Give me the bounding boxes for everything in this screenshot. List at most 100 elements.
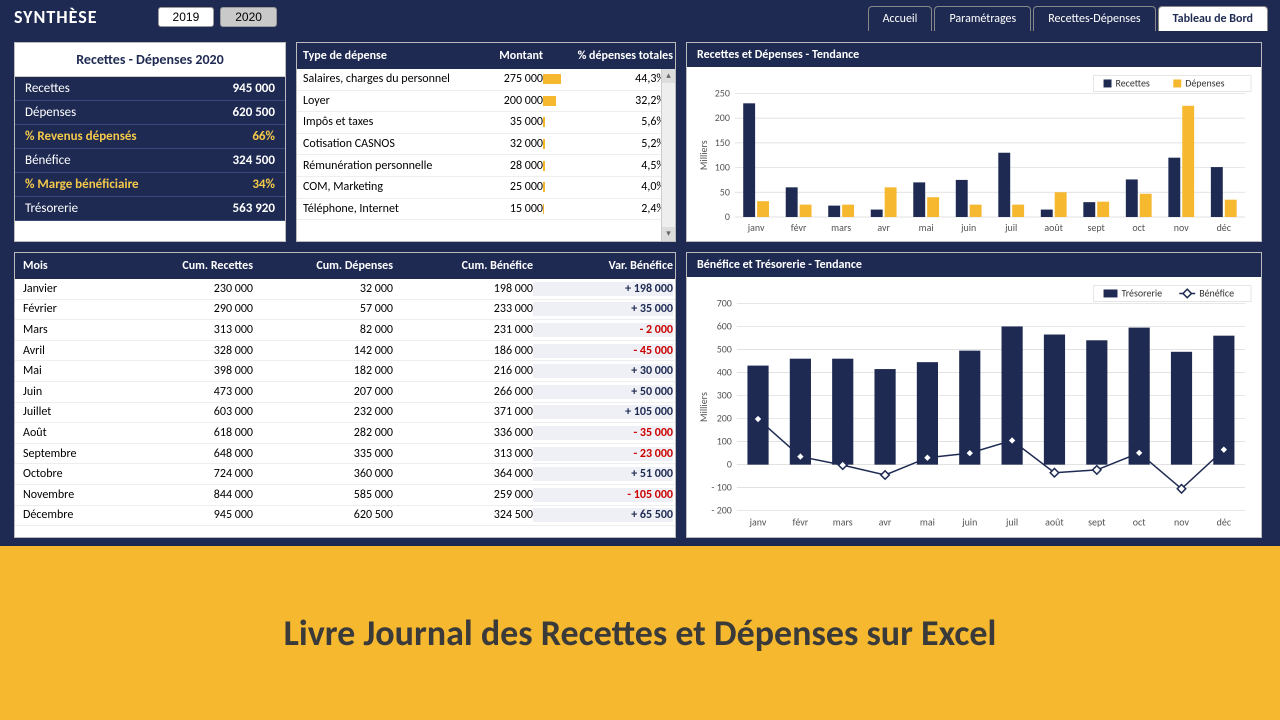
expense-bar-cell [543,160,563,172]
year-btn-2020[interactable]: 2020 [220,7,277,27]
svg-text:50: 50 [720,186,730,198]
svg-text:mars: mars [831,222,851,234]
cell-month: Janvier [23,282,123,296]
svg-text:150: 150 [715,137,730,149]
cell-cum-depenses: 282 000 [253,426,393,440]
scroll-up-icon[interactable]: ▴ [662,69,675,83]
col-type: Type de dépense [303,49,473,63]
summary-row: % Revenus dépensés66% [15,125,285,149]
monthly-row: Mai 398 000 182 000 216 000 + 30 000 [15,361,675,382]
svg-text:100: 100 [717,436,732,448]
summary-value: 66% [252,129,275,144]
col-cum-depenses: Cum. Dépenses [253,259,393,273]
summary-row: Bénéfice324 500 [15,149,285,173]
expense-bar-cell [543,181,563,193]
content-grid: Recettes - Dépenses 2020 Recettes945 000… [0,34,1280,546]
summary-row: Trésorerie 563 920 [15,197,285,221]
cell-cum-recettes: 473 000 [123,385,253,399]
chart-recettes-depenses: Recettes et Dépenses - Tendance 05010015… [686,42,1262,242]
expense-label: Impôs et taxes [303,115,473,129]
cell-cum-depenses: 32 000 [253,282,393,296]
svg-text:mai: mai [919,222,934,234]
expense-bar-cell [543,73,563,85]
expense-breakdown-panel: Type de dépense Montant % dépenses total… [296,42,676,242]
tab-accueil[interactable]: Accueil [868,6,933,31]
col-pct: % dépenses totales [563,49,673,63]
tab-tableau-de-bord[interactable]: Tableau de Bord [1158,6,1268,31]
svg-text:févr: févr [793,517,809,529]
summary-row: % Marge bénéficiaire 34% [15,173,285,197]
expense-amount: 25 000 [473,180,543,194]
svg-text:avr: avr [879,517,892,529]
svg-text:sept: sept [1088,222,1106,234]
monthly-row: Août 618 000 282 000 336 000 - 35 000 [15,423,675,444]
svg-text:500: 500 [717,343,732,355]
svg-text:déc: déc [1217,222,1232,234]
expense-row: COM, Marketing 25 000 4,0% [297,177,675,199]
expense-label: Salaires, charges du personnel [303,72,473,86]
summary-value: 945 000 [233,81,275,96]
svg-text:400: 400 [717,367,732,379]
svg-text:janv: janv [747,222,765,234]
cell-var-benefice: + 65 500 [533,508,673,522]
cell-cum-depenses: 142 000 [253,344,393,358]
cell-cum-benefice: 186 000 [393,344,533,358]
year-selector: 2019 2020 [158,7,277,27]
cell-var-benefice: - 35 000 [533,426,673,440]
summary-label: % Marge bénéficiaire [25,177,139,192]
summary-label: Trésorerie [25,201,78,216]
cell-month: Juillet [23,405,123,419]
expense-scrollbar[interactable]: ▴ ▾ [661,69,675,241]
monthly-row: Novembre 844 000 585 000 259 000 - 105 0… [15,485,675,506]
cell-cum-recettes: 603 000 [123,405,253,419]
svg-text:Bénéfice: Bénéfice [1199,287,1234,299]
svg-text:Trésorerie: Trésorerie [1121,287,1162,299]
summary-value: 563 920 [233,201,275,216]
svg-text:600: 600 [717,320,732,332]
cell-cum-recettes: 618 000 [123,426,253,440]
cell-var-benefice: - 23 000 [533,447,673,461]
svg-text:100: 100 [715,162,730,174]
cell-cum-recettes: 724 000 [123,467,253,481]
expense-pct: 5,2% [563,137,673,151]
cell-cum-recettes: 230 000 [123,282,253,296]
cell-cum-recettes: 290 000 [123,302,253,316]
year-btn-2019[interactable]: 2019 [158,7,215,27]
summary-row: Dépenses620 500 [15,101,285,125]
expense-amount: 275 000 [473,72,543,86]
summary-value: 34% [252,177,275,192]
chart2-svg: - 200- 1000100200300400500600700Milliers… [695,283,1253,533]
cell-cum-benefice: 266 000 [393,385,533,399]
cell-cum-depenses: 182 000 [253,364,393,378]
svg-text:janv: janv [749,517,767,529]
topbar: SYNTHÈSE 2019 2020 Accueil Paramétrages … [0,0,1280,34]
cell-cum-recettes: 648 000 [123,447,253,461]
cell-cum-recettes: 945 000 [123,508,253,522]
scroll-down-icon[interactable]: ▾ [662,227,675,241]
summary-label: Bénéfice [25,153,71,168]
cell-cum-benefice: 313 000 [393,447,533,461]
cell-cum-recettes: 398 000 [123,364,253,378]
cell-cum-benefice: 336 000 [393,426,533,440]
dashboard-app: SYNTHÈSE 2019 2020 Accueil Paramétrages … [0,0,1280,546]
cell-cum-recettes: 313 000 [123,323,253,337]
tab-recettes-depenses[interactable]: Recettes-Dépenses [1033,6,1155,31]
tab-parametrages[interactable]: Paramétrages [934,6,1031,31]
expense-amount: 200 000 [473,94,543,108]
expense-pct: 2,4% [563,202,673,216]
summary-row: Recettes945 000 [15,77,285,101]
cell-cum-depenses: 335 000 [253,447,393,461]
expense-pct: 44,3% [563,72,673,86]
svg-text:mai: mai [920,517,935,529]
svg-text:oct: oct [1132,222,1145,234]
expense-row: Impôs et taxes 35 000 5,6% [297,112,675,134]
cell-month: Décembre [23,508,123,522]
cell-var-benefice: - 45 000 [533,344,673,358]
monthly-row: Juin 473 000 207 000 266 000 + 50 000 [15,382,675,403]
cell-cum-benefice: 198 000 [393,282,533,296]
monthly-row: Décembre 945 000 620 500 324 500 + 65 50… [15,506,675,527]
summary-label: Dépenses [25,105,76,120]
monthly-row: Février 290 000 57 000 233 000 + 35 000 [15,300,675,321]
svg-text:Recettes: Recettes [1115,77,1149,89]
expense-pct: 5,6% [563,115,673,129]
